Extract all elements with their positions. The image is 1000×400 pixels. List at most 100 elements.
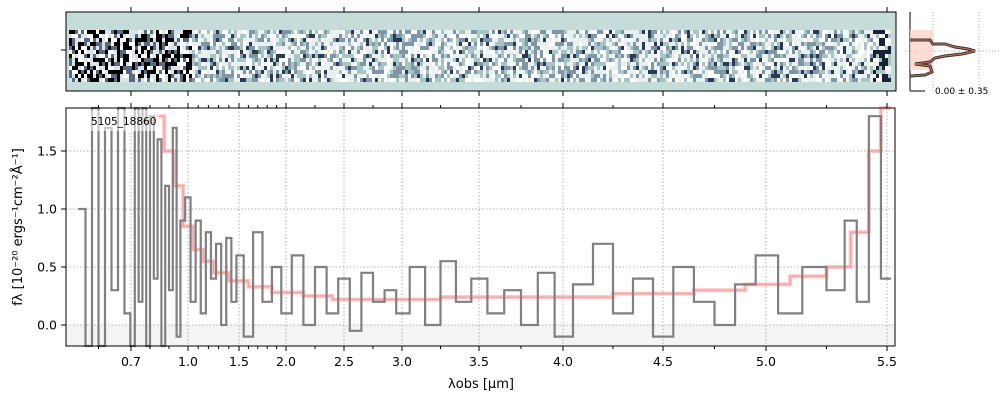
spectrum-2d-pixel <box>606 42 609 46</box>
y-tick-label: 0.0 <box>37 318 57 333</box>
spectrum-2d-pixel <box>495 38 498 42</box>
spectrum-2d-pixel <box>756 54 759 58</box>
spectrum-2d-pixel <box>378 46 381 50</box>
spectrum-2d-pixel <box>150 70 153 74</box>
spectrum-2d-pixel <box>675 42 678 46</box>
spectrum-2d-pixel <box>645 54 648 58</box>
spectrum-2d-pixel <box>300 46 303 50</box>
spectrum-2d-pixel <box>195 70 198 74</box>
spectrum-2d-pixel <box>762 66 765 70</box>
spectrum-2d-pixel <box>450 58 453 62</box>
spectrum-2d-pixel <box>627 58 630 62</box>
spectrum-2d-pixel <box>582 50 585 54</box>
spectrum-2d-pixel <box>546 46 549 50</box>
spectrum-2d-pixel <box>426 30 429 34</box>
spectrum-2d-pixel <box>324 50 327 54</box>
spectrum-2d-pixel <box>531 74 534 78</box>
spectrum-2d-pixel <box>615 54 618 58</box>
spectrum-2d-pixel <box>93 66 96 70</box>
spectrum-2d-pixel <box>438 46 441 50</box>
spectrum-2d-pixel <box>567 42 570 46</box>
spectrum-2d-pixel <box>402 34 405 38</box>
spectrum-2d-pixel <box>162 30 165 34</box>
spectrum-2d-pixel <box>219 54 222 58</box>
spectrum-2d-pixel <box>189 50 192 54</box>
spectrum-2d-pixel <box>501 78 504 82</box>
spectrum-2d-pixel <box>204 58 207 62</box>
spectrum-2d-pixel <box>612 78 615 82</box>
spectrum-2d-pixel <box>69 34 72 38</box>
x-tick-label: 4.0 <box>553 354 573 369</box>
spectrum-2d-pixel <box>564 58 567 62</box>
spectrum-2d-pixel <box>510 42 513 46</box>
spectrum-2d-pixel <box>624 62 627 66</box>
spectrum-2d-pixel <box>78 74 81 78</box>
spectrum-2d-pixel <box>603 50 606 54</box>
spectrum-2d-pixel <box>525 42 528 46</box>
spectrum-2d-pixel <box>828 38 831 42</box>
spectrum-2d-pixel <box>324 78 327 82</box>
spectrum-2d-pixel <box>261 66 264 70</box>
spectrum-2d-pixel <box>96 30 99 34</box>
spectrum-2d-pixel <box>849 34 852 38</box>
spectrum-2d-pixel <box>213 50 216 54</box>
spectrum-2d-pixel <box>552 54 555 58</box>
spectrum-2d-pixel <box>531 78 534 82</box>
spectrum-2d-pixel <box>555 58 558 62</box>
spectrum-2d-pixel <box>879 34 882 38</box>
spectrum-2d-pixel <box>570 34 573 38</box>
spectrum-2d-pixel <box>825 66 828 70</box>
spectrum-2d-pixel <box>354 38 357 42</box>
spectrum-2d-pixel <box>672 46 675 50</box>
spectrum-2d-pixel <box>108 30 111 34</box>
spectrum-2d-pixel <box>207 38 210 42</box>
spectrum-2d-pixel <box>735 38 738 42</box>
spectrum-2d-pixel <box>579 54 582 58</box>
spectrum-2d-pixel <box>348 78 351 82</box>
spectrum-2d-pixel <box>798 78 801 82</box>
spectrum-2d-pixel <box>330 66 333 70</box>
spectrum-2d-pixel <box>228 34 231 38</box>
spectrum-2d-pixel <box>423 30 426 34</box>
spectrum-2d-pixel <box>153 54 156 58</box>
spectrum-2d-pixel <box>135 74 138 78</box>
spectrum-2d-pixel <box>666 42 669 46</box>
spectrum-2d-pixel <box>552 66 555 70</box>
label-box <box>69 110 159 131</box>
spectrum-2d-pixel <box>180 62 183 66</box>
spectrum-2d-pixel <box>135 66 138 70</box>
spectrum-2d-pixel <box>387 34 390 38</box>
spectrum-2d-pixel <box>699 30 702 34</box>
spectrum-2d-pixel <box>717 46 720 50</box>
spectrum-2d-pixel <box>780 78 783 82</box>
spectrum-2d-pixel <box>129 70 132 74</box>
spectrum-2d-pixel <box>291 50 294 54</box>
spectrum-2d-pixel <box>537 46 540 50</box>
spectrum-2d-pixel <box>660 62 663 66</box>
spectrum-2d-pixel <box>459 74 462 78</box>
spectrum-2d-pixel <box>588 78 591 82</box>
spectrum-2d-pixel <box>741 54 744 58</box>
spectrum-2d-pixel <box>837 50 840 54</box>
spectrum-2d-pixel <box>663 54 666 58</box>
spectrum-2d-pixel <box>717 66 720 70</box>
spectrum-2d-pixel <box>861 58 864 62</box>
spectrum-2d-pixel <box>645 42 648 46</box>
spectrum-2d-pixel <box>756 66 759 70</box>
spectrum-2d-pixel <box>765 74 768 78</box>
spectrum-2d-pixel <box>324 38 327 42</box>
spectrum-2d-pixel <box>720 58 723 62</box>
spectrum-2d-pixel <box>126 34 129 38</box>
spectrum-2d-pixel <box>780 30 783 34</box>
spectrum-2d-pixel <box>363 62 366 66</box>
spectrum-2d-pixel <box>108 78 111 82</box>
spectrum-2d-pixel <box>417 34 420 38</box>
spectrum-2d-pixel <box>876 42 879 46</box>
spectrum-2d-pixel <box>402 70 405 74</box>
spectrum-2d-pixel <box>678 50 681 54</box>
spectrum-2d-pixel <box>210 34 213 38</box>
spectrum-2d-pixel <box>300 34 303 38</box>
spectrum-2d-pixel <box>855 30 858 34</box>
spectrum-2d-pixel <box>129 58 132 62</box>
spectrum-2d-pixel <box>369 46 372 50</box>
